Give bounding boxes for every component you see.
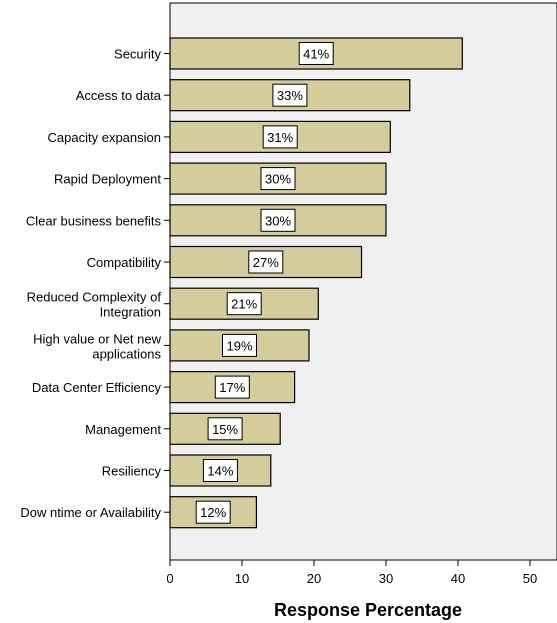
- category-label: Reduced Complexity of: [27, 290, 162, 305]
- category-label: Data Center Efficiency: [32, 380, 162, 395]
- category-label: Compatibility: [87, 255, 162, 270]
- category-label: Access to data: [76, 88, 162, 103]
- data-label: 12%: [200, 505, 226, 520]
- x-axis: 0 10 20 30 40 50: [166, 560, 537, 586]
- category-labels-group: Security Access to data Capacity expansion…: [20, 47, 170, 520]
- data-label: 31%: [267, 130, 293, 145]
- category-label: Capacity expansion: [48, 130, 161, 145]
- category-label: Dow ntime or Availability: [20, 505, 161, 520]
- x-tick-label: 50: [523, 571, 537, 586]
- category-label: Integration: [100, 305, 161, 320]
- x-tick-label: 30: [379, 571, 393, 586]
- data-label: 14%: [207, 464, 233, 479]
- data-label-box: [248, 250, 284, 274]
- category-label: Management: [85, 422, 161, 437]
- data-label-box: [222, 333, 257, 357]
- data-label-box: [226, 292, 262, 316]
- data-label: 17%: [219, 380, 245, 395]
- category-label: High value or Net new: [33, 331, 162, 346]
- data-label: 30%: [265, 213, 291, 228]
- x-tick-label: 0: [166, 571, 173, 586]
- category-label: Resiliency: [102, 464, 162, 479]
- category-label: Rapid Deployment: [54, 172, 161, 187]
- data-label-box: [298, 42, 334, 65]
- data-label: 41%: [303, 47, 329, 62]
- category-label: Clear business benefits: [26, 213, 162, 228]
- x-tick-label: 10: [235, 571, 249, 586]
- data-label-box: [214, 375, 250, 399]
- x-axis-title: Response Percentage: [274, 600, 462, 620]
- data-label: 19%: [226, 338, 252, 353]
- data-label: 27%: [253, 255, 279, 270]
- data-label: 21%: [231, 297, 257, 312]
- category-label: Security: [114, 47, 161, 62]
- data-label-box: [260, 208, 296, 232]
- data-label: 33%: [277, 88, 303, 103]
- data-label-box: [202, 459, 238, 482]
- x-tick-label: 20: [307, 571, 321, 586]
- data-label-box: [262, 125, 298, 149]
- data-label: 15%: [212, 422, 238, 437]
- category-label: applications: [92, 346, 161, 361]
- data-label-box: [260, 167, 296, 191]
- data-label: 30%: [265, 172, 291, 187]
- data-label-box: [195, 500, 231, 524]
- bars-group: 41% 33% 31% 30% 30% 27% 21% 19% 17% 15% 14% 12%: [169, 37, 463, 529]
- x-tick-label: 40: [451, 571, 465, 586]
- data-label-box: [207, 417, 243, 441]
- data-label-box: [272, 83, 308, 107]
